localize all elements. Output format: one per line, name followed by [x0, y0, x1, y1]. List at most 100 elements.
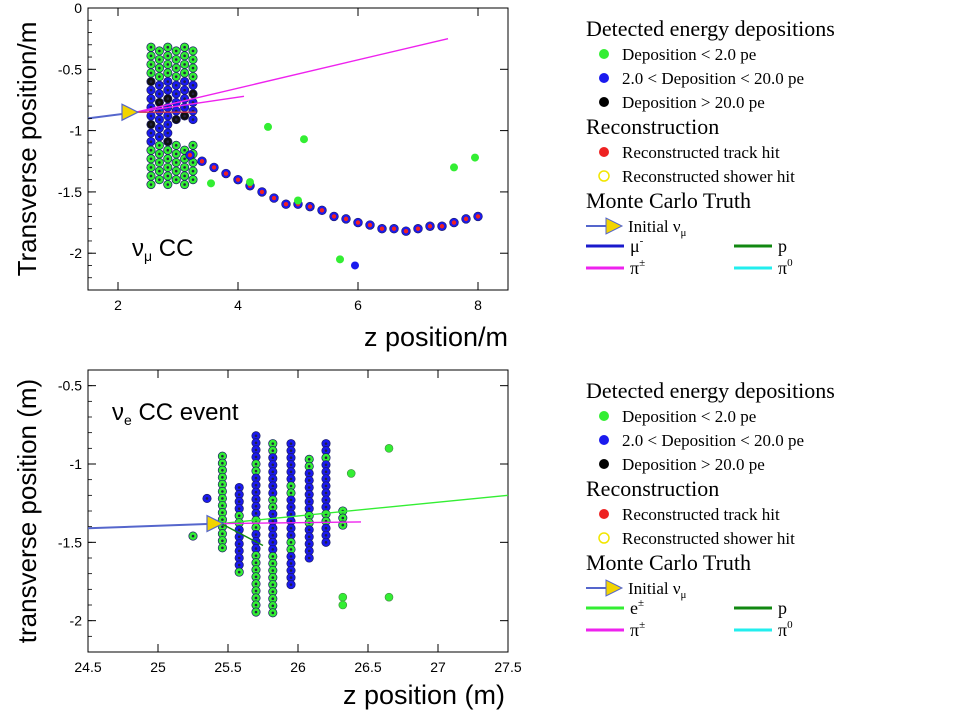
- deposition-hit-core: [254, 547, 258, 550]
- deposition-hit-core: [191, 66, 195, 70]
- deposition-hit-core: [149, 157, 153, 161]
- y-tick-label: -2: [70, 613, 83, 629]
- ylabel-bottom: transverse position (m): [12, 379, 42, 643]
- deposition-hit-core: [254, 589, 258, 593]
- deposition-hit-core: [174, 83, 178, 87]
- y-tick-label: -0.5: [58, 61, 82, 77]
- deposition-hit-core: [289, 548, 293, 551]
- legend-marker: [599, 411, 609, 421]
- deposition-hit-core: [289, 442, 293, 445]
- legend-entry-label: Reconstructed shower hit: [622, 529, 795, 548]
- deposition-hit-core: [307, 549, 311, 553]
- deposition-hit-core: [149, 131, 153, 135]
- deposition-hit-core: [183, 174, 186, 178]
- deposition-hit-core: [307, 556, 311, 560]
- legend-entry-sub: μ: [681, 589, 687, 601]
- x-tick-label: 27: [430, 659, 446, 675]
- deposition-hit-core: [174, 49, 178, 53]
- deposition-hit-core: [158, 58, 161, 61]
- deposition-hit-core: [271, 491, 275, 495]
- deposition-hit-core: [158, 66, 161, 70]
- deposition-hit-core: [174, 66, 178, 70]
- deposition-hit-core: [174, 169, 178, 173]
- deposition-hit-core: [149, 88, 153, 92]
- deposition-hit-core: [221, 504, 224, 507]
- deposition-hit-core: [271, 512, 275, 516]
- deposition-hit-core: [271, 484, 275, 488]
- x-tick-label: 8: [474, 297, 482, 313]
- deposition-hit-core: [307, 479, 311, 482]
- deposition-hit-core: [289, 505, 293, 509]
- scattered-hit: [338, 592, 348, 602]
- deposition-hit-core: [289, 449, 293, 452]
- deposition-hit-core: [183, 45, 186, 49]
- deposition-hit-core: [237, 556, 241, 560]
- truth-line-pi: [220, 521, 362, 525]
- legend-marker: [599, 435, 609, 445]
- deposition-hit-core: [166, 80, 170, 83]
- deposition-hit-core: [158, 101, 161, 104]
- deposition-hit-core: [271, 519, 275, 523]
- y-tick-label: -1.5: [58, 534, 82, 550]
- deposition-hit-core: [307, 493, 311, 496]
- deposition-hit-core: [191, 169, 195, 173]
- deposition-hit-core: [254, 561, 258, 564]
- deposition-hit-core: [324, 449, 328, 452]
- deposition-hit-core: [254, 575, 258, 579]
- legend-entry-label: Deposition < 2.0 pe: [622, 45, 756, 64]
- deposition-hit-core: [149, 63, 153, 66]
- scattered-hit: [264, 122, 272, 131]
- deposition-hit-core: [166, 45, 170, 49]
- deposition-hit-core: [324, 526, 328, 530]
- deposition-hit-core: [158, 118, 161, 121]
- nue-cc-panel: 24.5 25 25.5 26 26.5 27 27.5 -0.5 -1 -1.5 -2 z pos…: [12, 369, 835, 710]
- deposition-hit-core: [271, 583, 275, 586]
- deposition-hit-core: [271, 590, 275, 593]
- legend-line-label: π0: [778, 619, 793, 640]
- deposition-hit-core: [191, 144, 195, 147]
- legend-arrow-head: [605, 579, 624, 597]
- deposition-hit-core: [289, 470, 293, 474]
- deposition-hit-core: [289, 541, 293, 544]
- deposition-hit-core: [183, 148, 186, 152]
- track-hit-reco: [187, 152, 193, 158]
- deposition-hit-core: [324, 456, 328, 460]
- track-hit-reco: [379, 226, 385, 231]
- deposition-hit-core: [191, 83, 195, 87]
- deposition-hit-core: [149, 45, 153, 49]
- deposition-hit-core: [166, 131, 170, 135]
- deposition-hit-core: [254, 596, 258, 600]
- deposition-hit-core: [324, 533, 328, 537]
- legend-section-title: Monte Carlo Truth: [586, 188, 751, 213]
- deposition-hit-core: [191, 178, 195, 181]
- legend-entry-label: Initial νμ: [628, 579, 687, 601]
- deposition-hit-core: [183, 80, 186, 83]
- truth-line-initial: [87, 522, 222, 530]
- track-hit-reco: [403, 228, 409, 234]
- truth-line-pi: [135, 37, 449, 113]
- deposition-hit-core: [221, 468, 224, 472]
- scattered-hit: [294, 196, 302, 205]
- track-hit-reco: [439, 224, 445, 229]
- legend-line-label: π±: [630, 257, 645, 278]
- deposition-hit-core: [271, 470, 275, 474]
- deposition-hit-core: [271, 505, 275, 509]
- legend-marker: [599, 97, 609, 107]
- deposition-hit-core: [307, 465, 311, 468]
- track-hit-reco: [211, 165, 217, 170]
- deposition-hit-core: [183, 88, 186, 92]
- deposition-hit-core: [174, 75, 178, 78]
- deposition-hit-core: [191, 118, 195, 121]
- deposition-hit-core: [183, 71, 186, 75]
- x-tick-label: 24.5: [74, 659, 101, 675]
- deposition-hit-core: [307, 542, 311, 546]
- deposition-hit-core: [174, 118, 178, 121]
- legend-marker: [599, 459, 609, 469]
- scattered-hit: [384, 444, 394, 453]
- deposition-hit-core: [158, 126, 161, 130]
- deposition-hit-core: [254, 505, 258, 508]
- vertex-arrow: [121, 103, 140, 122]
- deposition-hit-core: [271, 449, 275, 452]
- scattered-hit: [450, 163, 458, 172]
- x-tick-label: 25: [150, 659, 166, 675]
